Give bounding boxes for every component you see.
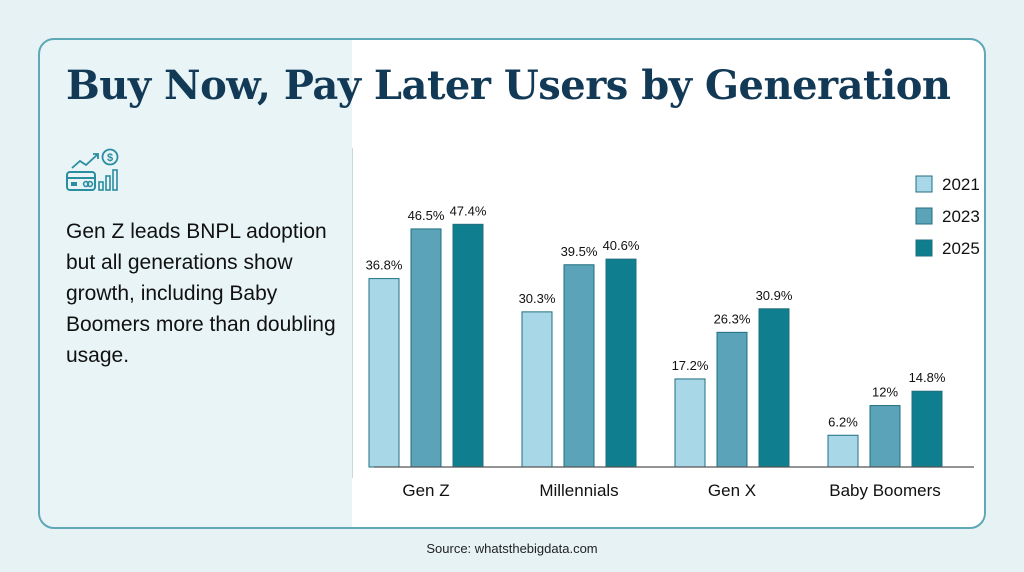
bar <box>716 331 748 468</box>
summary-text: Gen Z leads BNPL adoption but all genera… <box>66 220 336 367</box>
data-label: 30.3% <box>519 291 556 306</box>
data-label: 14.8% <box>909 370 946 385</box>
data-label: 40.6% <box>603 238 640 253</box>
category-label: Millennials <box>539 481 618 500</box>
bar <box>521 311 553 468</box>
bar <box>410 228 442 468</box>
data-label: 26.3% <box>714 311 751 326</box>
bar-chart: 36.8% 46.5% 47.4% Gen Z 30.3% 39.5% 40.6% Mille… <box>366 175 980 500</box>
bar <box>563 264 595 468</box>
category-label: Baby Boomers <box>829 481 941 500</box>
legend-label: 2025 <box>942 239 980 258</box>
legend-swatch <box>915 175 933 193</box>
category-label: Gen X <box>708 481 756 500</box>
legend-swatch <box>915 207 933 225</box>
data-label: 12% <box>872 385 898 400</box>
legend-label: 2023 <box>942 207 980 226</box>
page-title: Buy Now, Pay Later Users by Generation <box>66 62 951 109</box>
legend-label: 2021 <box>942 175 980 194</box>
bar <box>911 390 943 468</box>
bar <box>869 405 901 468</box>
bar <box>452 223 484 468</box>
data-label: 36.8% <box>366 258 403 273</box>
data-label: 39.5% <box>561 244 598 259</box>
bar <box>758 308 790 468</box>
source-note: Source: whatsthebigdata.com <box>426 541 598 556</box>
svg-text:$: $ <box>107 152 113 164</box>
panel-divider <box>352 148 353 478</box>
data-label: 6.2% <box>828 414 858 429</box>
legend-swatch <box>915 239 933 257</box>
data-label: 17.2% <box>672 358 709 373</box>
chart-card: Buy Now, Pay Later Users by Generation $… <box>38 38 986 529</box>
bar <box>368 278 400 468</box>
category-label: Gen Z <box>402 481 449 500</box>
bar <box>605 258 637 468</box>
bar <box>827 434 859 468</box>
credit-card-growth-icon: $ <box>66 148 119 191</box>
data-label: 30.9% <box>756 288 793 303</box>
data-label: 46.5% <box>408 208 445 223</box>
bar <box>674 378 706 468</box>
data-label: 47.4% <box>450 203 487 218</box>
